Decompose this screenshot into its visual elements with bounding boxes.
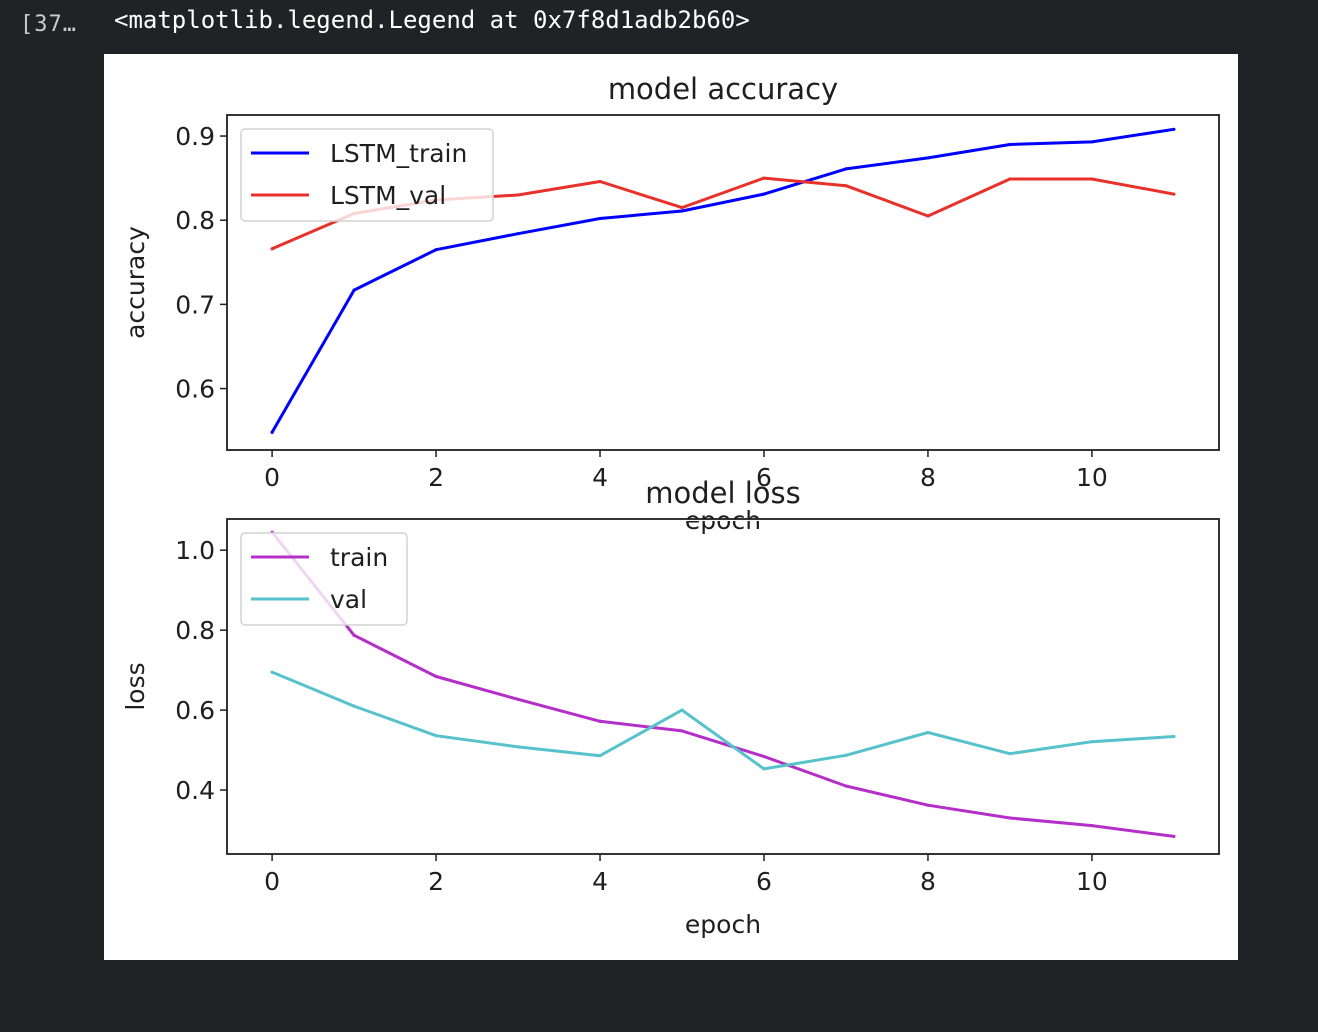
accuracy-data-point	[434, 248, 438, 252]
accuracy-data-point	[844, 184, 848, 188]
loss-x-tick-label: 4	[592, 867, 608, 896]
loss-data-point	[762, 767, 766, 771]
accuracy-x-tick-label: 4	[592, 463, 608, 492]
accuracy-y-tick-label: 0.7	[175, 290, 215, 319]
loss-data-point	[352, 704, 356, 708]
accuracy-x-tick-label: 2	[428, 463, 444, 492]
accuracy-data-point	[270, 247, 274, 251]
execution-count: [37…	[20, 12, 77, 37]
loss-x-tick-label: 10	[1076, 867, 1108, 896]
loss-data-point	[352, 633, 356, 637]
accuracy-chart-title: model accuracy	[608, 72, 838, 106]
loss-y-axis-label: loss	[121, 662, 150, 710]
loss-y-tick-label: 1.0	[175, 536, 215, 565]
loss-x-tick-label: 6	[756, 867, 772, 896]
figure-canvas: 0 2 4 6 8 10 0.6 0.7 0.8 0.9 epoch accuracy LSTM_tra…	[121, 72, 1220, 939]
accuracy-data-point	[516, 193, 520, 197]
accuracy-data-point	[352, 288, 356, 292]
loss-data-point	[1172, 834, 1176, 839]
accuracy-x-tick-label: 0	[264, 463, 280, 492]
overlap-mask	[226, 519, 1220, 521]
accuracy-x-tick-label: 10	[1076, 463, 1108, 492]
loss-data-point	[434, 734, 438, 738]
accuracy-data-point	[680, 205, 684, 210]
accuracy-legend-label: LSTM_val	[330, 181, 446, 210]
figure: 0 2 4 6 8 10 0.6 0.7 0.8 0.9 epoch accuracy LSTM_tra…	[104, 54, 1238, 960]
accuracy-data-point	[598, 216, 602, 221]
accuracy-data-point	[926, 214, 930, 218]
loss-data-point	[1008, 752, 1012, 756]
loss-data-point	[1090, 740, 1094, 744]
loss-series-line-train	[270, 531, 1175, 838]
loss-data-point	[680, 729, 684, 733]
accuracy-data-point	[1172, 127, 1176, 131]
accuracy-x-tick-label: 6	[756, 463, 772, 492]
loss-legend-label: val	[330, 585, 367, 614]
accuracy-data-point	[1172, 192, 1176, 196]
loss-data-point	[598, 719, 602, 723]
accuracy-series-line-LSTM_train	[270, 127, 1175, 434]
loss-series-line-val	[271, 670, 1174, 771]
accuracy-data-point	[516, 232, 520, 236]
accuracy-data-point	[598, 179, 602, 184]
loss-data-point	[680, 708, 684, 712]
loss-data-point	[844, 753, 848, 757]
loss-x-tick-label: 0	[264, 867, 280, 896]
accuracy-data-point	[270, 430, 274, 434]
accuracy-data-point	[1008, 142, 1012, 147]
accuracy-y-axis-label: accuracy	[121, 226, 150, 339]
loss-legend-label: train	[330, 543, 388, 572]
loss-data-point	[1172, 734, 1176, 739]
loss-data-point	[1008, 816, 1012, 820]
loss-data-point	[762, 754, 766, 759]
accuracy-data-point	[762, 192, 766, 196]
loss-y-tick-label: 0.4	[175, 776, 215, 805]
loss-x-tick-label: 2	[428, 867, 444, 896]
accuracy-legend-label: LSTM_train	[330, 139, 467, 168]
loss-y-tick-label: 0.8	[175, 616, 215, 645]
accuracy-data-point	[1090, 140, 1094, 144]
loss-data-point	[270, 670, 274, 674]
loss-data-point	[926, 730, 930, 735]
cell-output-text: <matplotlib.legend.Legend at 0x7f8d1adb2…	[114, 6, 750, 34]
accuracy-data-point	[844, 167, 848, 171]
accuracy-y-tick-label: 0.8	[175, 206, 215, 235]
accuracy-axes-frame	[226, 114, 1220, 451]
accuracy-data-point	[926, 156, 930, 160]
loss-data-point	[434, 674, 438, 679]
loss-data-point	[1090, 824, 1094, 828]
accuracy-data-point	[1090, 177, 1094, 181]
loss-data-point	[516, 697, 520, 701]
loss-x-tick-label: 8	[920, 867, 936, 896]
accuracy-data-point	[1008, 177, 1012, 181]
loss-y-tick-label: 0.6	[175, 696, 215, 725]
accuracy-y-tick-label: 0.9	[175, 122, 215, 151]
accuracy-data-point	[762, 176, 766, 180]
loss-data-point	[844, 784, 848, 788]
loss-axes-frame	[226, 518, 1220, 855]
loss-data-point	[516, 745, 520, 749]
loss-chart-title: model loss	[645, 476, 801, 510]
loss-x-axis-label: epoch	[685, 910, 761, 939]
loss-data-point	[926, 803, 930, 807]
accuracy-x-tick-label: 8	[920, 463, 936, 492]
accuracy-data-point	[680, 209, 684, 213]
accuracy-y-tick-label: 0.6	[175, 375, 215, 404]
loss-data-point	[598, 754, 602, 758]
